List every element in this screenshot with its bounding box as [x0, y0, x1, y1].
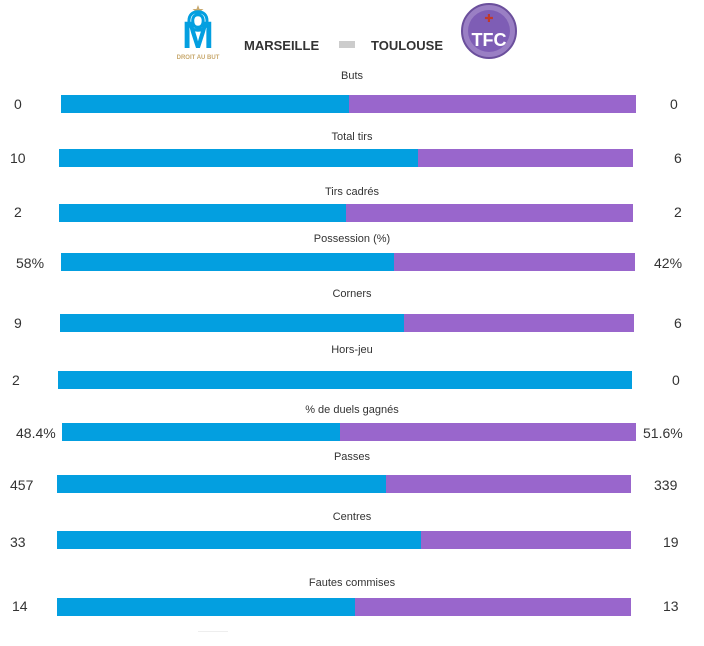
marseille-logo-icon: M O DROIT AU BUT: [177, 5, 220, 62]
stat-away-value: 51.6%: [643, 425, 683, 441]
stat-bar-away: [393, 253, 635, 271]
stat-bar-home: [60, 314, 405, 332]
stat-bar-away: [354, 598, 631, 616]
stat-label: Tirs cadrés: [325, 186, 379, 198]
stat-away-value: 19: [663, 534, 679, 550]
stat-bar-home: [61, 95, 349, 113]
stat-home-value: 33: [10, 534, 26, 550]
svg-text:✚: ✚: [484, 12, 493, 25]
stat-bar: [59, 149, 633, 167]
stat-away-value: 2: [674, 204, 682, 220]
stat-label: Possession (%): [313, 233, 391, 245]
stat-bar: [57, 598, 631, 616]
stat-bar-away: [346, 204, 633, 222]
stat-away-value: 0: [670, 96, 678, 112]
stat-bar-home: [58, 371, 632, 389]
stat-label: Total tirs: [331, 131, 373, 143]
stat-bar-home: [59, 149, 418, 167]
stat-home-value: 10: [10, 150, 26, 166]
stat-bar-away: [348, 95, 636, 113]
divider: [198, 631, 228, 632]
away-team-name: TOULOUSE: [371, 38, 443, 53]
stat-label: Hors-jeu: [331, 344, 373, 356]
toulouse-logo-icon: ✚ TFC: [461, 3, 517, 59]
stat-bar: [60, 314, 634, 332]
stat-bar: [59, 204, 633, 222]
stat-home-value: 9: [14, 315, 22, 331]
stat-bar: [57, 475, 631, 493]
stat-bar-home: [59, 204, 346, 222]
home-team-name: MARSEILLE: [244, 38, 320, 53]
stat-away-value: 6: [674, 315, 682, 331]
stat-away-value: 42%: [654, 255, 683, 271]
svg-text:M: M: [182, 15, 214, 57]
stat-bar: [57, 531, 631, 549]
stat-bar-home: [57, 531, 422, 549]
stat-bar-home: [61, 253, 394, 271]
stat-bar-away: [417, 149, 633, 167]
team-separator: [339, 41, 355, 48]
stat-away-value: 13: [663, 598, 679, 614]
stat-label: Buts: [340, 70, 363, 82]
stat-bar: [62, 423, 636, 441]
stat-bar-away: [386, 475, 631, 493]
stat-bar-away: [404, 314, 634, 332]
stat-home-value: 14: [12, 598, 28, 614]
stat-away-value: 6: [674, 150, 682, 166]
stat-bar: [61, 95, 636, 113]
stat-home-value: 48.4%: [16, 425, 56, 441]
svg-text:O: O: [188, 6, 208, 36]
stat-label: Fautes commises: [308, 577, 396, 589]
stat-label: % de duels gagnés: [305, 404, 399, 416]
stat-label: Corners: [332, 288, 372, 300]
stat-bar: [61, 253, 635, 271]
svg-text:TFC: TFC: [472, 30, 507, 50]
stat-home-value: 2: [12, 372, 20, 388]
stat-label: Centres: [332, 511, 372, 523]
stat-home-value: 457: [10, 477, 34, 493]
stat-away-value: 339: [654, 477, 678, 493]
stat-away-value: 0: [672, 372, 680, 388]
stat-home-value: 58%: [16, 255, 45, 271]
stat-home-value: 2: [14, 204, 22, 220]
stat-bar-away: [421, 531, 631, 549]
stat-bar: [58, 371, 632, 389]
stat-bar-away: [339, 423, 636, 441]
stat-bar-home: [57, 598, 355, 616]
stat-home-value: 0: [14, 96, 22, 112]
match-header: M O DROIT AU BUT MARSEILLE TOULOUSE ✚ TF…: [0, 0, 704, 70]
stat-bar-home: [57, 475, 387, 493]
stat-bar-home: [62, 423, 340, 441]
svg-text:DROIT AU BUT: DROIT AU BUT: [177, 55, 220, 61]
stat-label: Passes: [333, 451, 371, 463]
